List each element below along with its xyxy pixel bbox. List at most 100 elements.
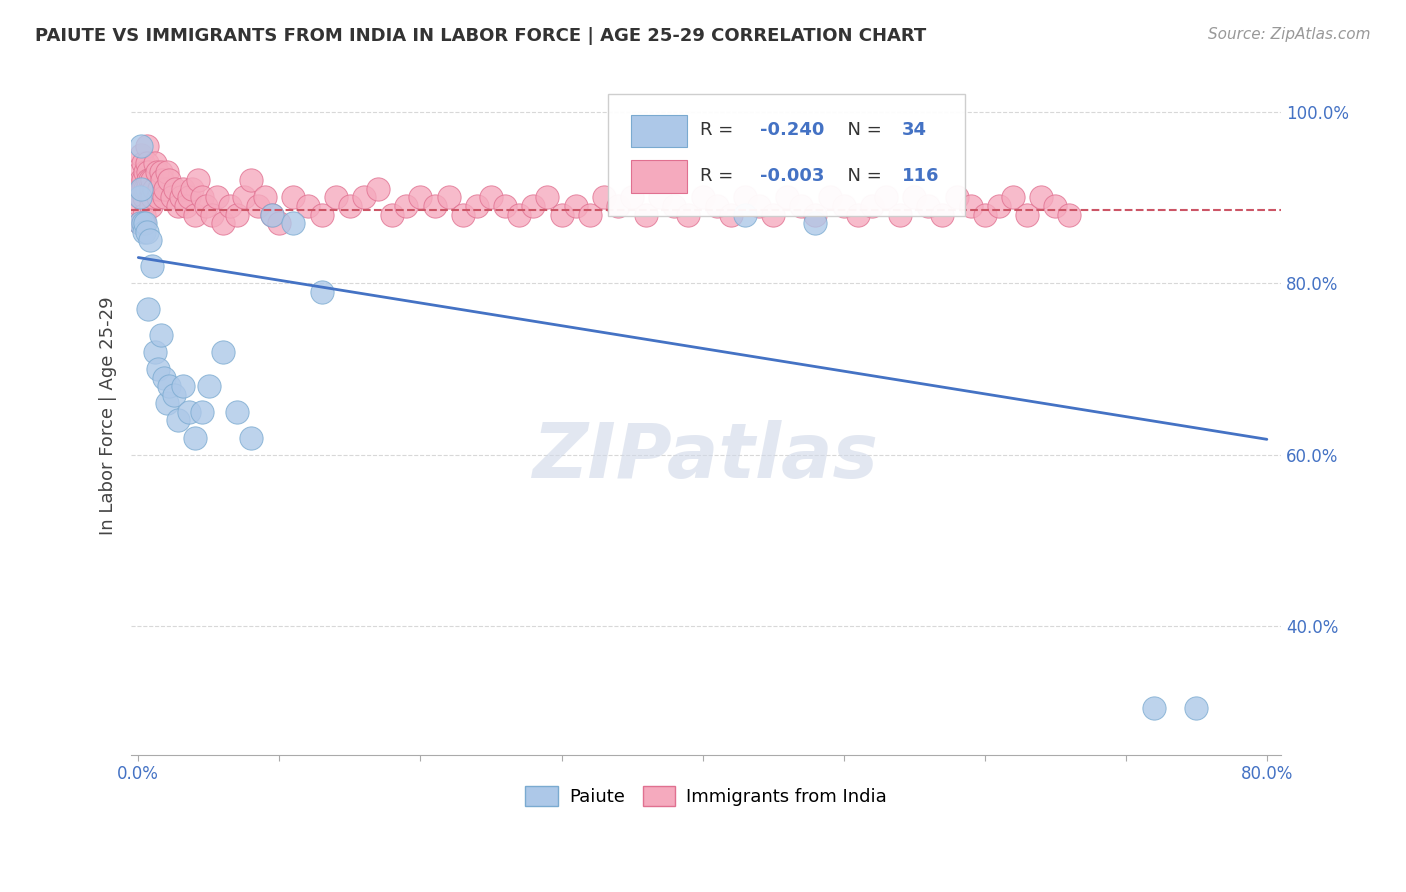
Point: [734, 208, 756, 222]
Point: [198, 379, 221, 393]
Point: [172, 182, 194, 196]
Point: [233, 190, 256, 204]
Text: ZIPatlas: ZIPatlas: [533, 420, 879, 494]
Point: [191, 405, 214, 419]
Point: [149, 165, 172, 179]
Point: [353, 190, 375, 204]
Point: [134, 165, 156, 179]
Point: [650, 190, 672, 204]
Point: [451, 208, 474, 222]
Point: [195, 199, 218, 213]
Point: [135, 182, 157, 196]
Point: [325, 190, 347, 204]
Point: [536, 190, 558, 204]
Text: N =: N =: [837, 121, 887, 139]
Point: [157, 379, 180, 393]
Point: [875, 190, 897, 204]
Point: [129, 173, 152, 187]
Point: [367, 182, 389, 196]
Point: [987, 199, 1010, 213]
Point: [145, 165, 167, 179]
Point: [143, 156, 166, 170]
Point: [131, 216, 153, 230]
Point: [166, 413, 188, 427]
Point: [423, 199, 446, 213]
Point: [183, 208, 205, 222]
Point: [1029, 190, 1052, 204]
Point: [128, 216, 150, 230]
Point: [160, 190, 183, 204]
Point: [128, 216, 150, 230]
Point: [142, 182, 165, 196]
Point: [748, 199, 770, 213]
Point: [128, 165, 150, 179]
Point: [226, 208, 249, 222]
Point: [149, 327, 172, 342]
Point: [262, 208, 284, 222]
Point: [141, 190, 163, 204]
Point: [465, 199, 488, 213]
Point: [247, 199, 270, 213]
Point: [131, 173, 153, 187]
Point: [177, 405, 200, 419]
Point: [132, 208, 155, 222]
Point: [128, 199, 150, 213]
Point: [917, 199, 939, 213]
Point: [931, 208, 953, 222]
Point: [832, 199, 855, 213]
Point: [136, 173, 159, 187]
Point: [201, 208, 224, 222]
Point: [128, 182, 150, 196]
Point: [155, 165, 177, 179]
Point: [1143, 700, 1166, 714]
Text: 116: 116: [901, 167, 939, 185]
Point: [381, 208, 404, 222]
Point: [262, 208, 284, 222]
Point: [818, 190, 841, 204]
Point: [138, 233, 160, 247]
Point: [550, 208, 572, 222]
Point: [155, 396, 177, 410]
Text: -0.003: -0.003: [761, 167, 824, 185]
FancyBboxPatch shape: [631, 160, 686, 193]
Point: [135, 225, 157, 239]
Point: [339, 199, 361, 213]
Point: [226, 405, 249, 419]
Point: [163, 182, 186, 196]
Point: [146, 362, 169, 376]
Point: [129, 190, 152, 204]
Point: [207, 190, 229, 204]
Point: [860, 199, 883, 213]
Point: [973, 208, 995, 222]
Point: [172, 379, 194, 393]
Point: [494, 199, 516, 213]
Point: [129, 147, 152, 161]
Point: [129, 139, 152, 153]
Point: [240, 173, 263, 187]
Point: [846, 208, 869, 222]
Point: [135, 139, 157, 153]
Point: [522, 199, 544, 213]
Point: [143, 344, 166, 359]
Point: [578, 208, 600, 222]
Point: [169, 190, 191, 204]
FancyBboxPatch shape: [631, 115, 686, 147]
Point: [409, 190, 432, 204]
Point: [606, 199, 628, 213]
Point: [180, 182, 202, 196]
Point: [706, 199, 728, 213]
Point: [240, 431, 263, 445]
FancyBboxPatch shape: [609, 95, 965, 217]
Point: [508, 208, 530, 222]
Point: [804, 216, 827, 230]
Point: [636, 208, 658, 222]
Point: [269, 216, 291, 230]
Point: [1059, 208, 1081, 222]
Point: [136, 165, 159, 179]
Point: [678, 208, 700, 222]
Text: PAIUTE VS IMMIGRANTS FROM INDIA IN LABOR FORCE | AGE 25-29 CORRELATION CHART: PAIUTE VS IMMIGRANTS FROM INDIA IN LABOR…: [35, 27, 927, 45]
Point: [804, 208, 827, 222]
Point: [177, 190, 200, 204]
Point: [129, 182, 152, 196]
Point: [664, 199, 686, 213]
